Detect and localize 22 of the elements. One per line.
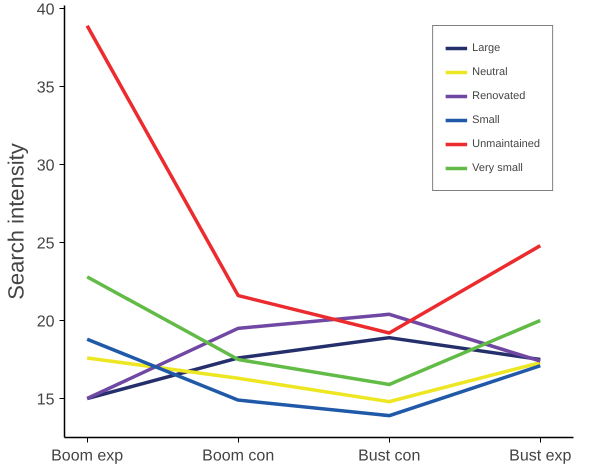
line-series <box>85 24 542 335</box>
y-tick-label: 15 <box>36 392 55 409</box>
x-tick-label: Bust exp <box>509 448 572 464</box>
line-series <box>85 312 542 400</box>
y-tick-label: 40 <box>36 2 55 19</box>
line-series <box>85 275 542 386</box>
x-tick-label: Boom exp <box>51 448 124 464</box>
y-tick-label: 30 <box>36 158 55 175</box>
legend-label: Renovated <box>472 90 526 102</box>
y-tick-label: 20 <box>36 314 55 331</box>
legend-label: Unmaintained <box>472 138 540 150</box>
y-tick-label: 35 <box>36 80 55 97</box>
legend-label: Large <box>472 42 500 54</box>
x-tick-label: Bust con <box>358 448 420 464</box>
line-series <box>85 356 542 404</box>
line-series <box>85 337 542 418</box>
legend-label: Small <box>472 114 500 126</box>
y-axis-title: Search intensity <box>4 143 29 300</box>
y-tick-label: 25 <box>36 236 55 253</box>
x-tick-label: Boom con <box>202 448 274 464</box>
legend-label: Neutral <box>472 66 508 78</box>
legend-label: Very small <box>472 162 523 174</box>
